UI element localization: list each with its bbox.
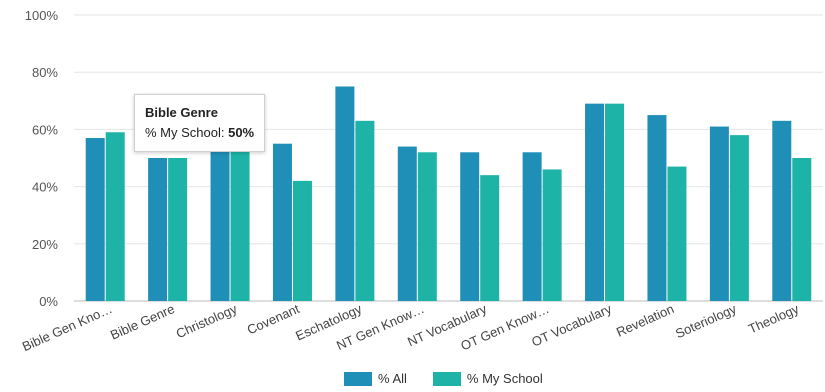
y-tick-label: 40% xyxy=(32,180,58,195)
y-tick-label: 20% xyxy=(32,237,58,252)
tooltip-value: 50% xyxy=(228,125,255,140)
bar-my-school[interactable] xyxy=(605,103,625,301)
legend-item-all[interactable]: % All xyxy=(344,371,407,386)
x-tick-label: Christology xyxy=(174,301,240,341)
tooltip-title: Bible Genre xyxy=(145,105,218,120)
bar-all[interactable] xyxy=(460,152,480,301)
bar-my-school[interactable] xyxy=(792,158,812,301)
bar-my-school[interactable] xyxy=(480,175,500,301)
bar-all[interactable] xyxy=(522,152,542,301)
legend-swatch-my-school xyxy=(432,371,461,386)
y-tick-label: 100% xyxy=(25,8,59,23)
bar-all[interactable] xyxy=(709,126,729,301)
x-tick-label: Soteriology xyxy=(673,301,739,341)
y-tick-label: 0% xyxy=(39,294,58,309)
bar-all[interactable] xyxy=(148,158,168,301)
legend-swatch-all xyxy=(344,371,372,386)
bar-all[interactable] xyxy=(397,146,417,301)
bar-all[interactable] xyxy=(772,120,792,301)
bar-all[interactable] xyxy=(272,143,292,301)
bar-my-school[interactable] xyxy=(168,158,188,301)
x-tick-label: Bible Genre xyxy=(108,301,177,343)
tooltip-label: % My School: xyxy=(145,125,229,140)
x-tick-label: Bible Gen Kno… xyxy=(20,301,115,354)
bar-all[interactable] xyxy=(585,103,605,301)
y-axis-ticks: 0% 20% 40% 60% 80% 100% xyxy=(25,8,59,309)
x-tick-label: Theology xyxy=(746,301,801,337)
bar-all[interactable] xyxy=(335,86,355,302)
bar-my-school[interactable] xyxy=(667,166,687,301)
bars xyxy=(85,86,812,302)
y-tick-label: 60% xyxy=(32,122,58,137)
bar-my-school[interactable] xyxy=(105,132,125,301)
legend-item-my-school[interactable]: % My School xyxy=(432,371,543,386)
bar-all[interactable] xyxy=(85,137,105,301)
y-tick-label: 80% xyxy=(32,65,58,80)
bar-all[interactable] xyxy=(647,115,667,301)
bar-my-school[interactable] xyxy=(417,152,437,301)
bar-all[interactable] xyxy=(210,143,230,301)
tooltip: Bible Genre % My School: 50% xyxy=(134,94,266,152)
bar-my-school[interactable] xyxy=(729,135,749,301)
bar-my-school[interactable] xyxy=(542,169,562,301)
legend: % All % My School xyxy=(344,371,543,386)
legend-label-all: % All xyxy=(378,371,407,386)
x-tick-label: Revelation xyxy=(614,301,676,340)
bar-my-school[interactable] xyxy=(292,180,312,301)
bar-my-school[interactable] xyxy=(355,120,375,301)
bar-my-school[interactable] xyxy=(230,143,250,301)
legend-label-my-school: % My School xyxy=(466,371,543,386)
